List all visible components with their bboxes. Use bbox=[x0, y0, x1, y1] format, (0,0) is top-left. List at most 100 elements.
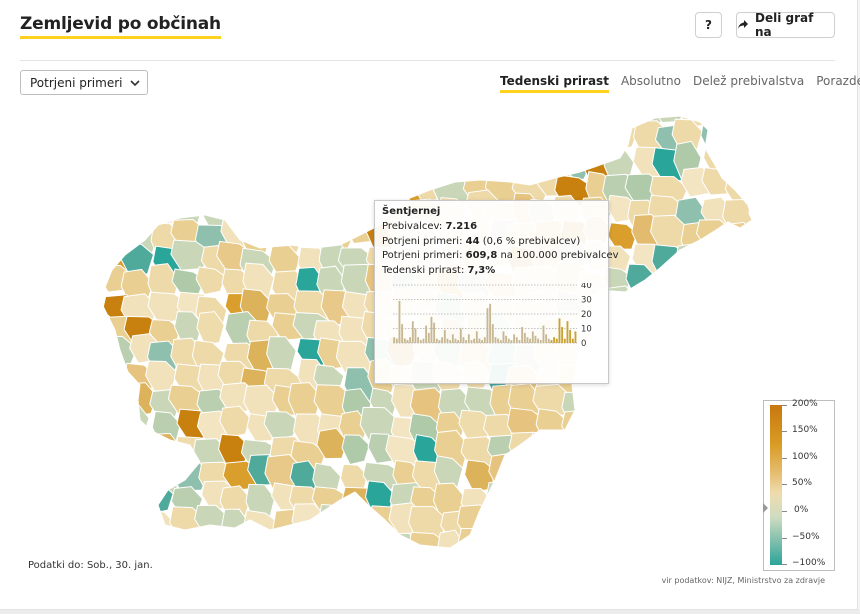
municipality-region[interactable] bbox=[200, 100, 242, 130]
municipality-region[interactable] bbox=[529, 432, 570, 470]
municipality-region[interactable] bbox=[225, 553, 254, 570]
municipality-region[interactable] bbox=[485, 146, 520, 186]
municipality-region[interactable] bbox=[695, 432, 728, 462]
municipality-region[interactable] bbox=[697, 477, 733, 509]
municipality-region[interactable] bbox=[122, 120, 164, 156]
municipality-region[interactable] bbox=[582, 459, 617, 497]
municipality-region[interactable] bbox=[73, 246, 101, 280]
municipality-region[interactable] bbox=[168, 122, 209, 159]
municipality-region[interactable] bbox=[244, 168, 276, 202]
municipality-region[interactable] bbox=[97, 527, 130, 556]
municipality-region[interactable] bbox=[577, 435, 608, 463]
municipality-region[interactable] bbox=[169, 142, 201, 173]
municipality-region[interactable] bbox=[121, 188, 162, 219]
municipality-region[interactable] bbox=[121, 479, 158, 519]
municipality-region[interactable] bbox=[561, 409, 594, 442]
municipality-region[interactable] bbox=[76, 218, 116, 257]
municipality-region[interactable] bbox=[554, 149, 591, 181]
municipality-region[interactable] bbox=[293, 216, 325, 246]
municipality-region[interactable] bbox=[555, 504, 584, 535]
municipality-region[interactable] bbox=[195, 266, 227, 295]
municipality-region[interactable] bbox=[104, 455, 138, 493]
municipality-region[interactable] bbox=[242, 529, 273, 557]
municipality-region[interactable] bbox=[196, 311, 225, 346]
municipality-region[interactable] bbox=[603, 481, 633, 519]
municipality-region[interactable] bbox=[603, 511, 644, 551]
municipality-region[interactable] bbox=[560, 100, 596, 136]
municipality-region[interactable] bbox=[624, 457, 660, 493]
municipality-region[interactable] bbox=[120, 173, 152, 206]
municipality-region[interactable] bbox=[198, 141, 228, 174]
municipality-region[interactable] bbox=[263, 410, 300, 441]
municipality-region[interactable] bbox=[720, 311, 754, 340]
municipality-region[interactable] bbox=[649, 483, 692, 522]
municipality-region[interactable] bbox=[722, 237, 761, 276]
municipality-region[interactable] bbox=[604, 384, 639, 423]
municipality-region[interactable] bbox=[554, 438, 596, 477]
municipality-region[interactable] bbox=[699, 384, 738, 416]
municipality-region[interactable] bbox=[249, 552, 289, 570]
municipality-region[interactable] bbox=[674, 242, 715, 282]
municipality-region[interactable] bbox=[723, 414, 752, 448]
municipality-region[interactable] bbox=[103, 484, 137, 515]
municipality-region[interactable] bbox=[150, 533, 182, 570]
municipality-region[interactable] bbox=[608, 558, 643, 570]
municipality-region[interactable] bbox=[433, 455, 464, 490]
municipality-region[interactable] bbox=[672, 557, 702, 570]
municipality-region[interactable] bbox=[126, 502, 157, 534]
municipality-region[interactable] bbox=[624, 504, 661, 538]
municipality-region[interactable] bbox=[415, 555, 454, 570]
municipality-region[interactable] bbox=[78, 501, 116, 534]
municipality-region[interactable] bbox=[511, 150, 549, 178]
municipality-region[interactable] bbox=[74, 359, 104, 390]
municipality-region[interactable] bbox=[511, 503, 544, 538]
municipality-region[interactable] bbox=[722, 288, 752, 318]
tab-population-share[interactable]: Delež prebivalstva bbox=[692, 74, 805, 88]
municipality-region[interactable] bbox=[436, 122, 477, 160]
municipality-map[interactable] bbox=[0, 100, 860, 570]
municipality-region[interactable] bbox=[150, 550, 183, 570]
municipality-region[interactable] bbox=[584, 552, 612, 570]
municipality-region[interactable] bbox=[193, 556, 221, 570]
municipality-region[interactable] bbox=[436, 529, 466, 568]
municipality-region[interactable] bbox=[224, 170, 254, 201]
municipality-region[interactable] bbox=[627, 364, 659, 395]
municipality-region[interactable] bbox=[222, 527, 256, 555]
municipality-region[interactable] bbox=[268, 124, 300, 159]
municipality-region[interactable] bbox=[125, 440, 157, 478]
municipality-region[interactable] bbox=[172, 165, 210, 208]
municipality-region[interactable] bbox=[123, 456, 165, 493]
municipality-region[interactable] bbox=[488, 452, 524, 490]
municipality-region[interactable] bbox=[746, 146, 776, 176]
municipality-region[interactable] bbox=[292, 116, 329, 146]
municipality-region[interactable] bbox=[153, 165, 188, 199]
municipality-region[interactable] bbox=[535, 487, 567, 523]
municipality-region[interactable] bbox=[168, 529, 208, 559]
municipality-region[interactable] bbox=[151, 410, 182, 447]
municipality-region[interactable] bbox=[650, 461, 686, 492]
municipality-region[interactable] bbox=[700, 289, 742, 324]
municipality-region[interactable] bbox=[335, 503, 370, 541]
municipality-region[interactable] bbox=[97, 512, 129, 540]
municipality-region[interactable] bbox=[602, 459, 639, 491]
municipality-region[interactable] bbox=[461, 558, 495, 570]
municipality-region[interactable] bbox=[337, 173, 367, 206]
municipality-region[interactable] bbox=[245, 105, 279, 137]
municipality-region[interactable] bbox=[266, 100, 305, 127]
municipality-region[interactable] bbox=[701, 409, 730, 446]
municipality-region[interactable] bbox=[747, 316, 779, 356]
municipality-region[interactable] bbox=[314, 555, 345, 570]
municipality-region[interactable] bbox=[650, 366, 685, 395]
municipality-region[interactable] bbox=[266, 166, 299, 206]
municipality-region[interactable] bbox=[627, 292, 659, 324]
municipality-region[interactable] bbox=[460, 100, 489, 136]
municipality-region[interactable] bbox=[655, 530, 688, 568]
municipality-region[interactable] bbox=[103, 392, 144, 422]
municipality-region[interactable] bbox=[726, 124, 754, 155]
municipality-region[interactable] bbox=[100, 119, 131, 149]
municipality-region[interactable] bbox=[727, 147, 758, 182]
municipality-region[interactable] bbox=[528, 104, 567, 138]
municipality-region[interactable] bbox=[434, 148, 463, 178]
municipality-region[interactable] bbox=[77, 100, 107, 131]
municipality-region[interactable] bbox=[293, 553, 327, 570]
